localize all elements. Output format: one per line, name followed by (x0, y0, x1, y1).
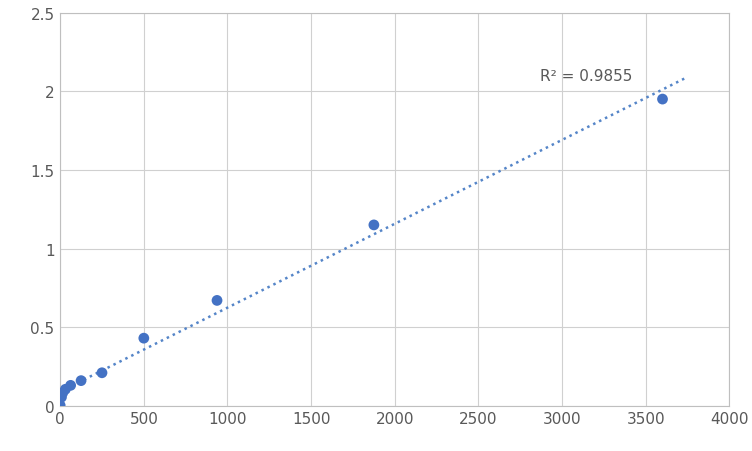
Point (368, 222, 380, 229)
Point (65, 382, 77, 389)
Text: R² = 0.9855: R² = 0.9855 (541, 69, 632, 84)
Point (56, 394, 68, 401)
Point (211, 297, 223, 304)
Point (54, 402, 66, 409)
Point (138, 335, 150, 342)
Point (59, 386, 71, 393)
Point (56, 389, 68, 396)
Point (75, 377, 87, 384)
Point (656, 96, 669, 103)
Point (96, 369, 108, 377)
